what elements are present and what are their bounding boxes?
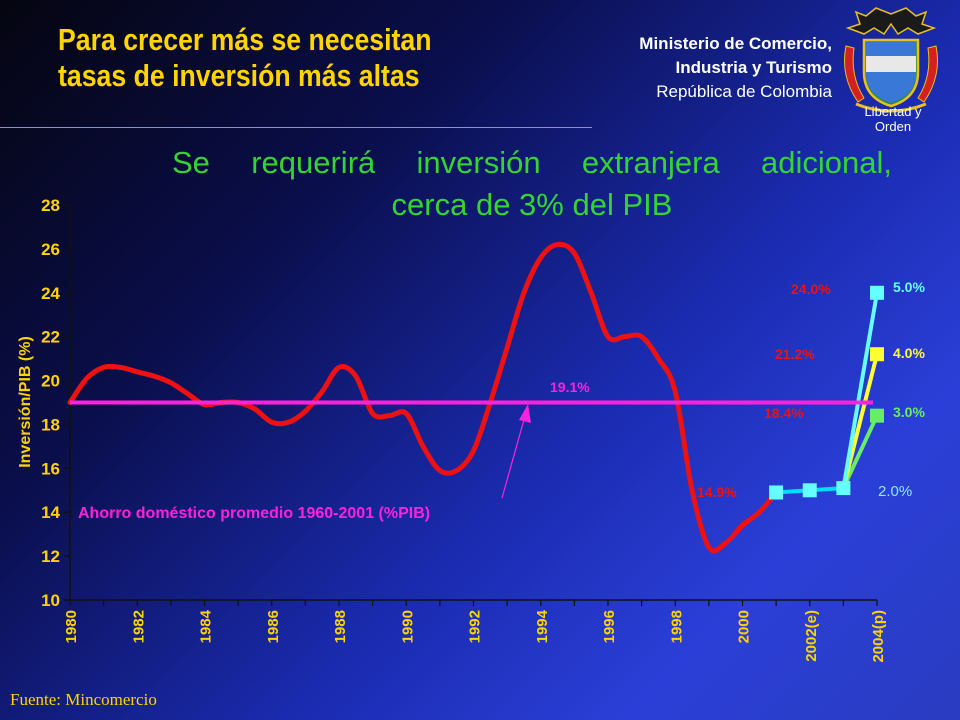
y-tick-label: 14 xyxy=(41,503,60,522)
projection-base-point xyxy=(802,483,817,498)
ministry-block: Ministerio de Comercio, Industria y Turi… xyxy=(639,32,832,104)
savings-arrow-head xyxy=(519,404,531,423)
page-title-line-1: Para crecer más se necesitan xyxy=(58,22,432,57)
projection-end-point-proj_mid xyxy=(870,347,884,362)
investment-low-label: 18.4% xyxy=(764,405,804,421)
projection-line-proj_low xyxy=(841,414,879,489)
savings-arrow-line xyxy=(501,415,526,499)
investment-mid-label: 21.2% xyxy=(775,346,815,362)
x-tick-label: 1988 xyxy=(332,610,349,643)
ministry-name-line-2: Industria y Turismo xyxy=(675,58,833,77)
y-tick-label: 28 xyxy=(41,196,60,215)
projection-base-point xyxy=(836,481,851,496)
savings-series-label: Ahorro doméstico promedio 1960-2001 (%PI… xyxy=(78,505,430,522)
y-tick-label: 16 xyxy=(41,459,60,478)
page-title-line-2: tasas de inversión más altas xyxy=(58,58,420,93)
fdi-low-label: 3.0% xyxy=(893,404,925,420)
investment-2001-label: 14.9% xyxy=(697,484,737,500)
y-tick-label: 22 xyxy=(41,328,60,347)
fdi-current-label: 2.0% xyxy=(878,483,912,500)
y-tick-label: 10 xyxy=(41,591,60,610)
coat-of-arms-icon xyxy=(844,7,938,113)
investment-high-label: 24.0% xyxy=(791,281,831,297)
x-tick-label: 1984 xyxy=(198,609,215,643)
crest-motto: Libertad y Orden xyxy=(864,104,922,134)
fdi-high-label: 5.0% xyxy=(893,279,925,295)
y-tick-label: 26 xyxy=(41,240,60,259)
projection-line-proj_high xyxy=(841,292,879,489)
x-tick-label: 2004(p) xyxy=(870,610,887,663)
y-tick-label: 18 xyxy=(41,415,60,434)
savings-average-label: 19.1% xyxy=(550,379,590,395)
x-tick-label: 1996 xyxy=(601,610,618,643)
fdi-mid-label: 4.0% xyxy=(893,345,925,361)
title-divider xyxy=(0,127,592,128)
x-tick-label: 1994 xyxy=(534,609,551,643)
source-note: Fuente: Mincomercio xyxy=(10,690,157,709)
x-tick-label: 2002(e) xyxy=(803,610,820,662)
y-tick-label: 12 xyxy=(41,547,60,566)
y-tick-label: 20 xyxy=(41,372,60,391)
investment-series-line xyxy=(67,241,779,554)
country-name: República de Colombia xyxy=(656,82,832,101)
chart-subtitle-line-1: Se requerirá inversión extranjera adicio… xyxy=(172,145,892,180)
projection-end-point-proj_low xyxy=(870,408,884,423)
page-title: Para crecer más se necesitan tasas de in… xyxy=(58,22,505,94)
y-axis-title: Inversión/PIB (%) xyxy=(17,336,34,468)
y-tick-label: 24 xyxy=(41,284,60,303)
x-tick-label: 1982 xyxy=(130,610,147,643)
ministry-name-line-1: Ministerio de Comercio, xyxy=(639,34,832,53)
x-tick-label: 1992 xyxy=(467,610,484,643)
x-tick-label: 1998 xyxy=(668,610,685,643)
chart-subtitle: Se requerirá inversión extranjera adicio… xyxy=(172,142,892,226)
x-tick-label: 1986 xyxy=(265,610,282,643)
x-tick-label: 1980 xyxy=(63,610,80,643)
projection-end-point-proj_high xyxy=(870,285,884,300)
x-tick-label: 2000 xyxy=(736,610,753,643)
chart-subtitle-line-2: cerca de 3% del PIB xyxy=(391,187,673,222)
x-tick-label: 1990 xyxy=(399,610,416,643)
projection-base-point xyxy=(769,485,784,500)
